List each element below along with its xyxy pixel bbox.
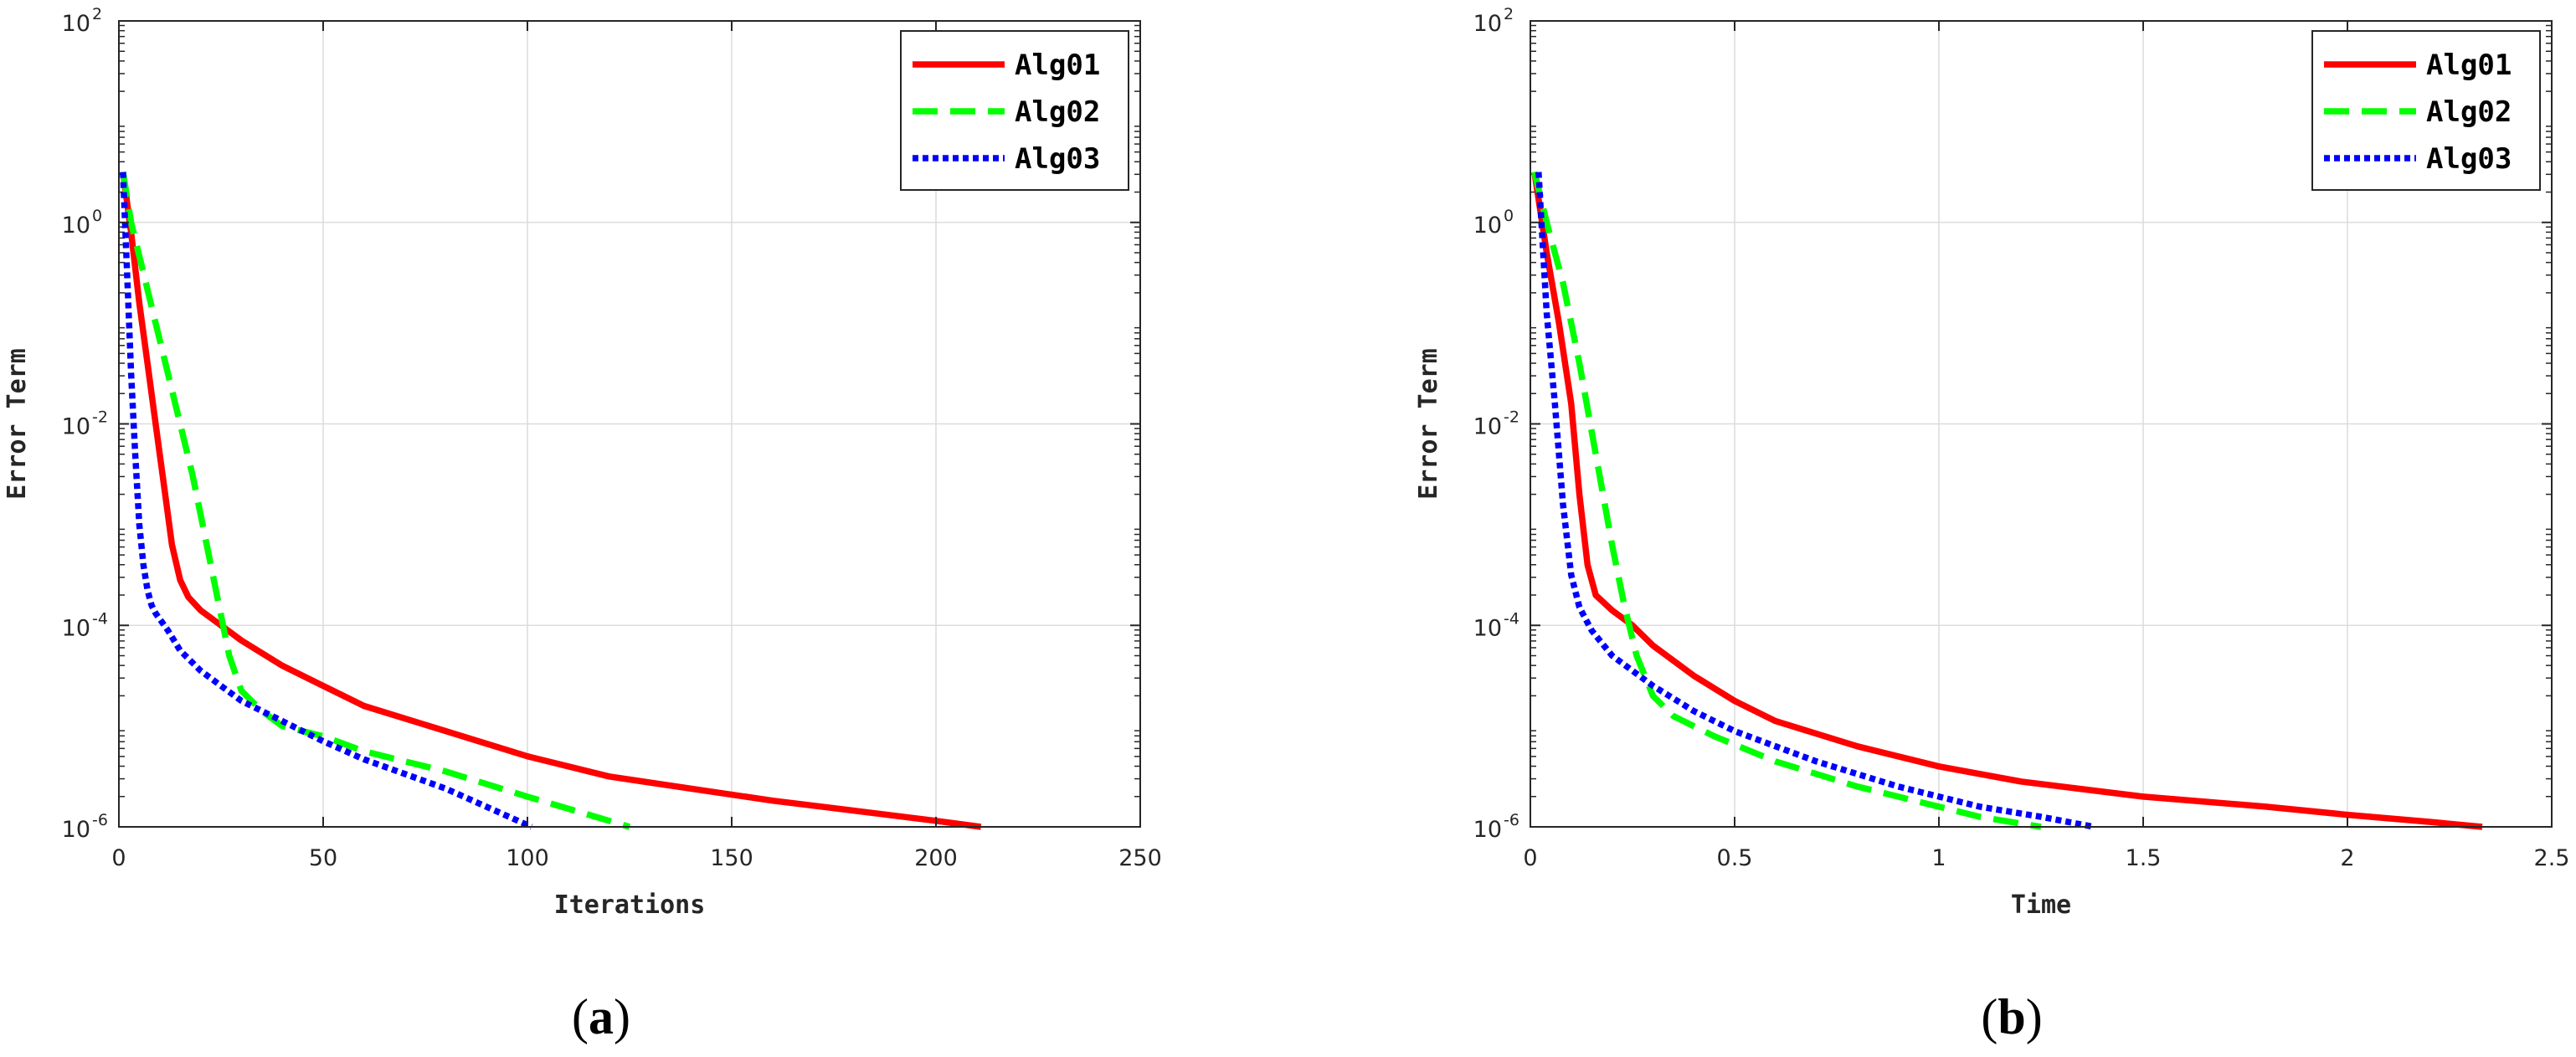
y-tick-exponent: -2 xyxy=(1504,408,1519,427)
series-line-alg03 xyxy=(1535,172,2095,830)
legend-label-alg02: Alg02 xyxy=(1015,95,1100,129)
x-tick-label: 2 xyxy=(2340,845,2354,871)
y-tick-base: 10 xyxy=(62,615,90,641)
caption-a: (a) xyxy=(572,989,630,1044)
legend-box xyxy=(900,30,1129,191)
series-line-alg02 xyxy=(120,172,631,830)
x-tick-label: 1.5 xyxy=(2126,845,2162,871)
series-line-alg01 xyxy=(120,172,982,830)
y-tick-exponent: -2 xyxy=(92,408,108,427)
y-tick-exponent: 0 xyxy=(92,207,102,225)
legend-label-alg03: Alg03 xyxy=(2426,142,2512,176)
y-tick-exponent: 0 xyxy=(1504,207,1514,225)
x-tick-label: 0.5 xyxy=(1717,845,1753,871)
x-tick-label: 250 xyxy=(1118,845,1162,871)
y-tick-base: 10 xyxy=(1473,817,1502,843)
y-tick-base: 10 xyxy=(1473,11,1502,37)
y-tick-base: 10 xyxy=(62,11,90,37)
y-tick-exponent: -6 xyxy=(92,811,108,829)
y-tick-exponent: -6 xyxy=(1504,811,1519,829)
legend-label-alg01: Alg01 xyxy=(2426,49,2512,82)
series-line-alg01 xyxy=(1531,172,2483,830)
y-axis-label: Error Term xyxy=(1414,348,1443,500)
y-tick-label: 10 xyxy=(1473,615,1502,641)
x-tick-label: 2.5 xyxy=(2534,845,2570,871)
y-tick-base: 10 xyxy=(62,213,90,239)
y-tick-label: 10 xyxy=(1473,11,1502,37)
y-tick-label: 10 xyxy=(1473,414,1502,440)
y-tick-exponent: -4 xyxy=(1504,609,1519,628)
series-line-alg03 xyxy=(120,172,533,830)
x-tick-label: 0 xyxy=(1523,845,1537,871)
y-tick-exponent: 2 xyxy=(92,5,102,23)
y-tick-label: 10 xyxy=(62,817,90,843)
y-tick-label: 10 xyxy=(1473,213,1502,239)
y-tick-label: 10 xyxy=(62,11,90,37)
x-tick-label: 150 xyxy=(710,845,753,871)
y-tick-label: 10 xyxy=(62,615,90,641)
y-tick-base: 10 xyxy=(1473,414,1502,440)
x-tick-label: 100 xyxy=(506,845,549,871)
legend-box xyxy=(2311,30,2541,191)
x-tick-label: 200 xyxy=(914,845,958,871)
y-tick-exponent: -4 xyxy=(92,609,108,628)
x-axis-label: Time xyxy=(2011,890,2071,920)
x-tick-label: 0 xyxy=(111,845,126,871)
y-tick-label: 10 xyxy=(1473,817,1502,843)
x-tick-label: 50 xyxy=(309,845,337,871)
y-tick-label: 10 xyxy=(62,414,90,440)
legend-label-alg02: Alg02 xyxy=(2426,95,2512,129)
y-tick-base: 10 xyxy=(62,414,90,440)
y-tick-base: 10 xyxy=(1473,213,1502,239)
x-tick-label: 1 xyxy=(1931,845,1946,871)
y-tick-base: 10 xyxy=(62,817,90,843)
y-tick-base: 10 xyxy=(1473,615,1502,641)
legend-label-alg03: Alg03 xyxy=(1015,142,1100,176)
caption-b: (b) xyxy=(1981,989,2042,1044)
y-tick-exponent: 2 xyxy=(1504,5,1514,23)
legend-label-alg01: Alg01 xyxy=(1015,49,1100,82)
series-line-alg02 xyxy=(1531,171,2042,830)
y-tick-label: 10 xyxy=(62,213,90,239)
x-axis-label: Iterations xyxy=(554,890,706,920)
y-axis-label: Error Term xyxy=(3,348,32,500)
